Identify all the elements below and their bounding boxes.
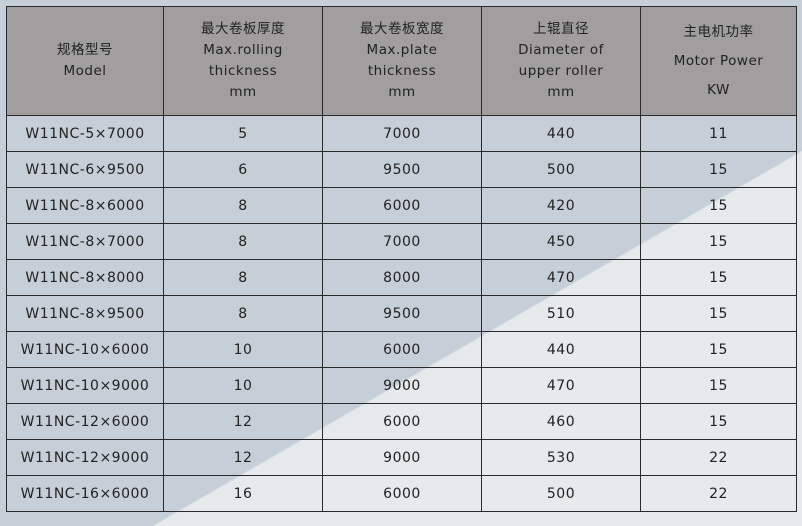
- header-en: Diameter of: [518, 42, 604, 58]
- cell-upper-roller-diameter: 530: [481, 439, 641, 476]
- cell-max-rolling-thickness: 5: [163, 115, 323, 152]
- header-unit: mm: [547, 84, 575, 100]
- header-zh: 最大卷板宽度: [360, 21, 444, 37]
- header-en: Motor Power: [673, 52, 764, 69]
- header-zh: 规格型号: [57, 42, 113, 58]
- cell-max-rolling-thickness: 10: [163, 331, 323, 368]
- cell-max-rolling-thickness: 8: [163, 259, 323, 296]
- cell-max-plate-width: 9000: [322, 367, 482, 404]
- cell-max-plate-width: 7000: [322, 223, 482, 260]
- cell-max-plate-width: 6000: [322, 331, 482, 368]
- header-en: upper roller: [518, 63, 604, 79]
- table-row: W11NC-12×6000 12 6000 460 15: [6, 403, 797, 440]
- table-row: W11NC-10×9000 10 9000 470 15: [6, 367, 797, 404]
- cell-motor-power: 22: [640, 439, 797, 476]
- header-en: Max.plate: [366, 42, 438, 58]
- cell-motor-power: 15: [640, 259, 797, 296]
- cell-max-rolling-thickness: 8: [163, 223, 323, 260]
- cell-max-rolling-thickness: 8: [163, 295, 323, 332]
- cell-model: W11NC-10×6000: [6, 331, 164, 368]
- cell-max-plate-width: 6000: [322, 475, 482, 512]
- header-unit: mm: [388, 84, 416, 100]
- table-row: W11NC-8×7000 8 7000 450 15: [6, 223, 797, 260]
- cell-max-plate-width: 9500: [322, 151, 482, 188]
- header-en: Max.rolling: [203, 42, 283, 58]
- table-row: W11NC-5×7000 5 7000 440 11: [6, 115, 797, 152]
- header-zh: 上辊直径: [533, 21, 589, 37]
- cell-model: W11NC-5×7000: [6, 115, 164, 152]
- cell-max-rolling-thickness: 16: [163, 475, 323, 512]
- cell-max-plate-width: 7000: [322, 115, 482, 152]
- cell-model: W11NC-8×6000: [6, 187, 164, 224]
- header-max-rolling-thickness: 最大卷板厚度 Max.rolling thickness mm: [163, 6, 323, 116]
- table-row: W11NC-8×6000 8 6000 420 15: [6, 187, 797, 224]
- cell-upper-roller-diameter: 500: [481, 475, 641, 512]
- cell-max-plate-width: 8000: [322, 259, 482, 296]
- cell-model: W11NC-12×9000: [6, 439, 164, 476]
- cell-max-plate-width: 6000: [322, 403, 482, 440]
- table-row: W11NC-16×6000 16 6000 500 22: [6, 475, 797, 512]
- cell-max-plate-width: 6000: [322, 187, 482, 224]
- cell-motor-power: 15: [640, 223, 797, 260]
- table-row: W11NC-10×6000 10 6000 440 15: [6, 331, 797, 368]
- cell-upper-roller-diameter: 420: [481, 187, 641, 224]
- cell-upper-roller-diameter: 470: [481, 367, 641, 404]
- cell-upper-roller-diameter: 470: [481, 259, 641, 296]
- header-max-plate-width: 最大卷板宽度 Max.plate thickness mm: [322, 6, 482, 116]
- cell-model: W11NC-12×6000: [6, 403, 164, 440]
- cell-max-rolling-thickness: 12: [163, 403, 323, 440]
- cell-upper-roller-diameter: 500: [481, 151, 641, 188]
- header-row: 规格型号 Model 最大卷板厚度 Max.rolling thickness …: [6, 6, 797, 116]
- cell-max-plate-width: 9000: [322, 439, 482, 476]
- cell-max-rolling-thickness: 6: [163, 151, 323, 188]
- cell-motor-power: 22: [640, 475, 797, 512]
- cell-motor-power: 15: [640, 151, 797, 188]
- header-model: 规格型号 Model: [6, 6, 164, 116]
- cell-upper-roller-diameter: 440: [481, 331, 641, 368]
- table-row: W11NC-8×9500 8 9500 510 15: [6, 295, 797, 332]
- cell-max-rolling-thickness: 8: [163, 187, 323, 224]
- header-en: Model: [63, 63, 107, 79]
- header-upper-roller-diameter: 上辊直径 Diameter of upper roller mm: [481, 6, 641, 116]
- table-row: W11NC-12×9000 12 9000 530 22: [6, 439, 797, 476]
- cell-upper-roller-diameter: 450: [481, 223, 641, 260]
- cell-model: W11NC-8×9500: [6, 295, 164, 332]
- cell-upper-roller-diameter: 460: [481, 403, 641, 440]
- cell-motor-power: 15: [640, 403, 797, 440]
- cell-max-rolling-thickness: 10: [163, 367, 323, 404]
- cell-motor-power: 15: [640, 295, 797, 332]
- header-unit: mm: [229, 84, 257, 100]
- header-unit: KW: [707, 81, 730, 98]
- cell-motor-power: 15: [640, 187, 797, 224]
- cell-model: W11NC-16×6000: [6, 475, 164, 512]
- cell-max-plate-width: 9500: [322, 295, 482, 332]
- cell-motor-power: 11: [640, 115, 797, 152]
- cell-upper-roller-diameter: 440: [481, 115, 641, 152]
- header-zh: 主电机功率: [683, 23, 754, 40]
- spec-table: 规格型号 Model 最大卷板厚度 Max.rolling thickness …: [6, 6, 797, 512]
- cell-model: W11NC-10×9000: [6, 367, 164, 404]
- header-en: thickness: [367, 63, 437, 79]
- cell-model: W11NC-6×9500: [6, 151, 164, 188]
- header-motor-power: 主电机功率 Motor Power KW: [640, 6, 797, 116]
- header-en: thickness: [208, 63, 278, 79]
- cell-motor-power: 15: [640, 367, 797, 404]
- cell-model: W11NC-8×8000: [6, 259, 164, 296]
- cell-motor-power: 15: [640, 331, 797, 368]
- header-zh: 最大卷板厚度: [201, 21, 285, 37]
- table-row: W11NC-8×8000 8 8000 470 15: [6, 259, 797, 296]
- cell-model: W11NC-8×7000: [6, 223, 164, 260]
- cell-max-rolling-thickness: 12: [163, 439, 323, 476]
- cell-upper-roller-diameter: 510: [481, 295, 641, 332]
- table-row: W11NC-6×9500 6 9500 500 15: [6, 151, 797, 188]
